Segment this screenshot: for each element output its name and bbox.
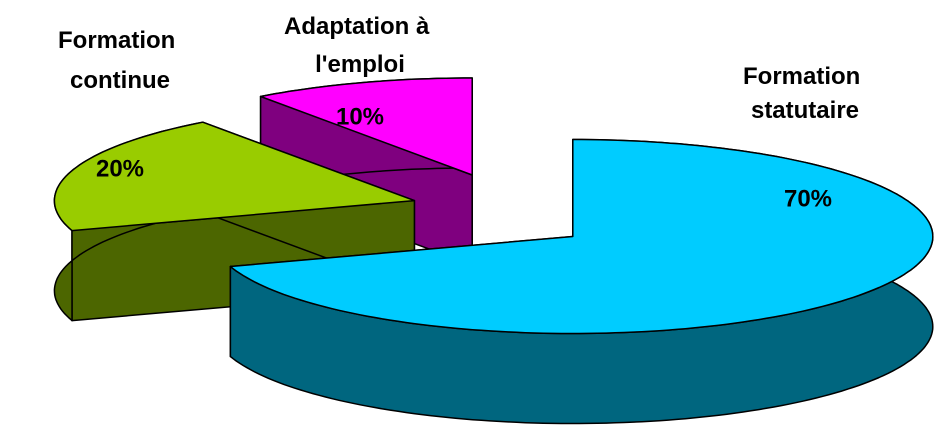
label-line: l'emploi: [315, 51, 405, 78]
category-label: Formation statutaire: [743, 63, 867, 124]
label-line: Adaptation à: [284, 13, 436, 40]
value-label: 10%: [336, 103, 384, 130]
label-line: continue: [70, 67, 170, 94]
slice: [259, 77, 473, 176]
label-line: statutaire: [751, 97, 859, 124]
slice: [53, 121, 416, 232]
value-label: 70%: [784, 185, 832, 212]
label-line: Formation: [743, 63, 867, 90]
value-label: 20%: [96, 155, 144, 182]
category-label: Adaptation à l'emploi: [284, 13, 436, 78]
label-line: Formation: [58, 27, 182, 54]
slice: [229, 138, 934, 335]
category-label: Formation continue: [58, 27, 182, 94]
